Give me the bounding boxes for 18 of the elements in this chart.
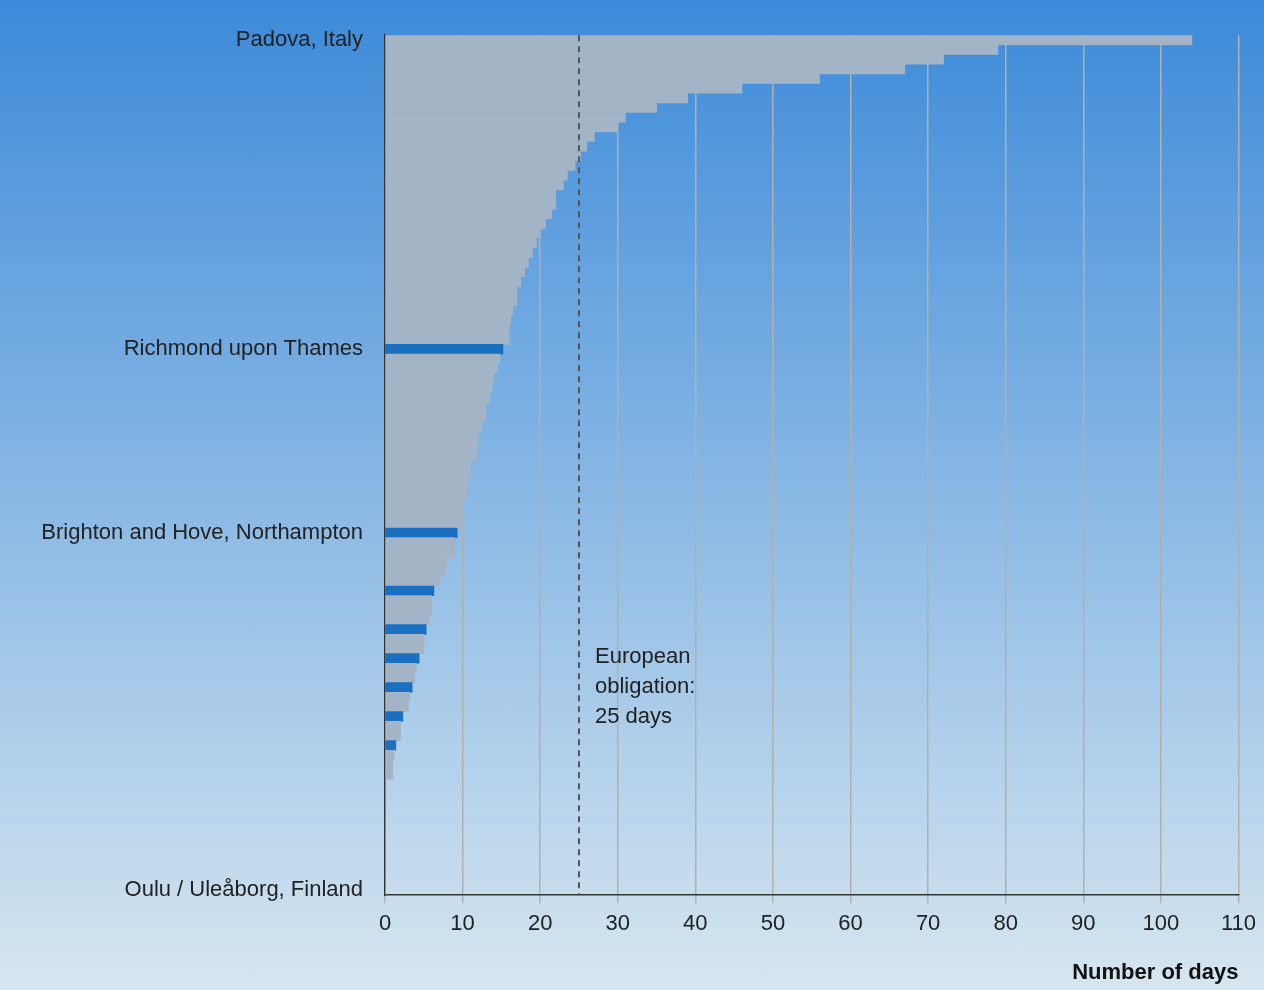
x-axis-title: Number of days [1072, 958, 1239, 984]
y-tick-label: Richmond upon Thames [123, 335, 363, 361]
x-tick-label: 40 [683, 910, 708, 936]
x-tick-label: 80 [993, 910, 1018, 936]
x-tick-label: 10 [450, 910, 475, 936]
x-tick-label: 60 [838, 910, 863, 936]
y-tick-label: Oulu / Uleåborg, Finland [124, 876, 363, 902]
x-tick-label: 110 [1220, 910, 1256, 936]
x-tick-label: 50 [760, 910, 786, 936]
y-tick-label: Padova, Italy [235, 26, 363, 52]
ref-line-label: European obligation: 25 days [594, 642, 696, 728]
x-tick-label: 20 [527, 910, 553, 936]
x-tick-label: 100 [1142, 910, 1180, 936]
x-tick-label: 90 [1071, 910, 1096, 936]
x-tick-label: 70 [915, 910, 941, 936]
x-tick-label: 30 [605, 910, 630, 936]
x-tick-label: 0 [378, 910, 392, 936]
y-tick-label: Brighton and Hove, Northampton [41, 518, 363, 544]
